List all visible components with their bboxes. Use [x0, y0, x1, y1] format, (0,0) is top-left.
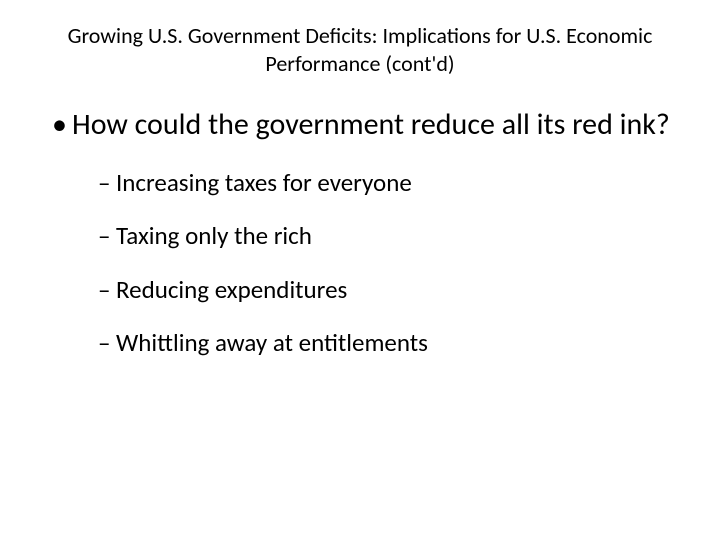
bullet-level2: –Taxing only the rich	[38, 220, 690, 251]
subpoint-text: Whittling away at entitlements	[116, 327, 428, 358]
slide: Growing U.S. Government Deficits: Implic…	[0, 0, 720, 540]
bullet-level2: –Whittling away at entitlements	[38, 327, 690, 358]
bullet-level2: –Reducing expenditures	[38, 274, 690, 305]
bullet-level2: –Increasing taxes for everyone	[38, 167, 690, 198]
slide-title: Growing U.S. Government Deficits: Implic…	[60, 22, 660, 77]
slide-body: •How could the government reduce all its…	[30, 107, 690, 358]
bullet-dot-icon: •	[52, 107, 72, 143]
subpoint-text: Taxing only the rich	[116, 220, 312, 251]
question-text: How could the government reduce all its …	[72, 106, 670, 143]
dash-icon: –	[98, 327, 116, 358]
dash-icon: –	[98, 274, 116, 305]
bullet-level1: •How could the government reduce all its…	[38, 107, 690, 143]
dash-icon: –	[98, 220, 116, 251]
subpoint-text: Increasing taxes for everyone	[116, 167, 412, 198]
dash-icon: –	[98, 167, 116, 198]
subpoint-text: Reducing expenditures	[116, 274, 347, 305]
